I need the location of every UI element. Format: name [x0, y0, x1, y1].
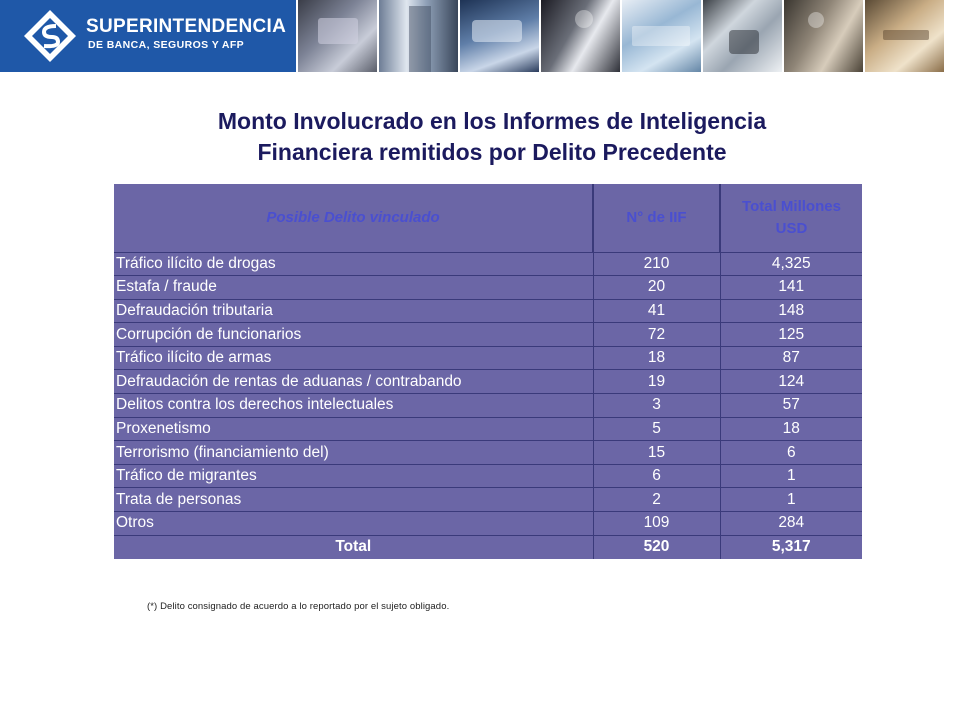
crime-cell: Proxenetismo	[114, 416, 594, 441]
handshake-photo	[782, 0, 863, 72]
amount-cell: 141	[720, 275, 862, 300]
building-photo	[377, 0, 458, 72]
crime-cell: Corrupción de funcionarios	[114, 322, 594, 347]
writing-photo	[863, 0, 944, 72]
table-row: Corrupción de funcionarios 72 125	[114, 322, 862, 347]
amount-cell: 148	[720, 298, 862, 323]
count-cell: 15	[593, 440, 721, 465]
total-amount: 5,317	[720, 534, 862, 559]
amount-cell: 57	[720, 393, 862, 418]
count-cell: 41	[593, 298, 721, 323]
table-row: Trata de personas 2 1	[114, 487, 862, 512]
amount-cell: 1	[720, 487, 862, 512]
crime-cell: Defraudación tributaria	[114, 298, 594, 323]
logo-subtitle: DE BANCA, SEGUROS Y AFP	[88, 39, 245, 51]
amount-cell: 87	[720, 345, 862, 370]
table-row: Tráfico de migrantes 6 1	[114, 463, 862, 488]
table-row: Defraudación de rentas de aduanas / cont…	[114, 369, 862, 394]
count-cell: 20	[593, 275, 721, 300]
header-amount-line2: USD	[775, 219, 808, 237]
title-line-2: Financiera remitidos por Delito Preceden…	[257, 139, 727, 165]
count-cell: 72	[593, 322, 721, 347]
logo: SUPERINTENDENCIA DE BANCA, SEGUROS Y AFP	[0, 0, 296, 72]
table-row: Tráfico ilícito de drogas 210 4,325	[114, 251, 862, 276]
table-total-row: Total 520 5,317	[114, 534, 862, 559]
count-cell: 6	[593, 463, 721, 488]
table-row: Terrorismo (financiamiento del) 15 6	[114, 440, 862, 465]
logo-title: SUPERINTENDENCIA	[86, 16, 287, 37]
amount-cell: 6	[720, 440, 862, 465]
amount-cell: 1	[720, 463, 862, 488]
crime-amount-table: Posible Delito vinculado N° de IIF Total…	[114, 184, 862, 559]
crime-cell: Tráfico ilícito de drogas	[114, 251, 594, 276]
crime-cell: Defraudación de rentas de aduanas / cont…	[114, 369, 594, 394]
crime-cell: Otros	[114, 511, 594, 536]
header-banner: SUPERINTENDENCIA DE BANCA, SEGUROS Y AFP	[0, 0, 960, 72]
table-row: Delitos contra los derechos intelectuale…	[114, 393, 862, 418]
amount-cell: 18	[720, 416, 862, 441]
logo-diamond-icon	[24, 10, 76, 62]
amount-cell: 124	[720, 369, 862, 394]
footnote: (*) Delito consignado de acuerdo a lo re…	[147, 601, 450, 612]
header-crime: Posible Delito vinculado	[114, 184, 594, 252]
amount-cell: 284	[720, 511, 862, 536]
count-cell: 18	[593, 345, 721, 370]
header-amount-line1: Total Millones	[742, 197, 841, 215]
money-photo	[620, 0, 701, 72]
count-cell: 109	[593, 511, 721, 536]
total-count: 520	[593, 534, 721, 559]
table-row: Proxenetismo 5 18	[114, 416, 862, 441]
header-amount: Total Millones USD	[720, 184, 862, 252]
amount-cell: 4,325	[720, 251, 862, 276]
header-count: N° de IIF	[593, 184, 721, 252]
crime-cell: Terrorismo (financiamiento del)	[114, 440, 594, 465]
count-cell: 3	[593, 393, 721, 418]
count-cell: 19	[593, 369, 721, 394]
page-title: Monto Involucrado en los Informes de Int…	[110, 106, 874, 168]
table-row: Tráfico ilícito de armas 18 87	[114, 345, 862, 370]
title-line-1: Monto Involucrado en los Informes de Int…	[217, 108, 767, 134]
credit-card-photo	[296, 0, 377, 72]
crime-cell: Tráfico de migrantes	[114, 463, 594, 488]
crime-cell: Estafa / fraude	[114, 275, 594, 300]
table-row: Otros 109 284	[114, 511, 862, 536]
count-cell: 2	[593, 487, 721, 512]
total-label: Total	[114, 534, 594, 559]
table-row: Estafa / fraude 20 141	[114, 275, 862, 300]
keyboard-photo	[458, 0, 539, 72]
amount-cell: 125	[720, 322, 862, 347]
count-cell: 210	[593, 251, 721, 276]
payment-terminal-photo	[701, 0, 782, 72]
business-people-photo	[539, 0, 620, 72]
crime-cell: Delitos contra los derechos intelectuale…	[114, 393, 594, 418]
table-row: Defraudación tributaria 41 148	[114, 298, 862, 323]
crime-cell: Tráfico ilícito de armas	[114, 345, 594, 370]
count-cell: 5	[593, 416, 721, 441]
photo-strip	[296, 0, 944, 72]
table-header-row: Posible Delito vinculado N° de IIF Total…	[114, 184, 862, 252]
crime-cell: Trata de personas	[114, 487, 594, 512]
